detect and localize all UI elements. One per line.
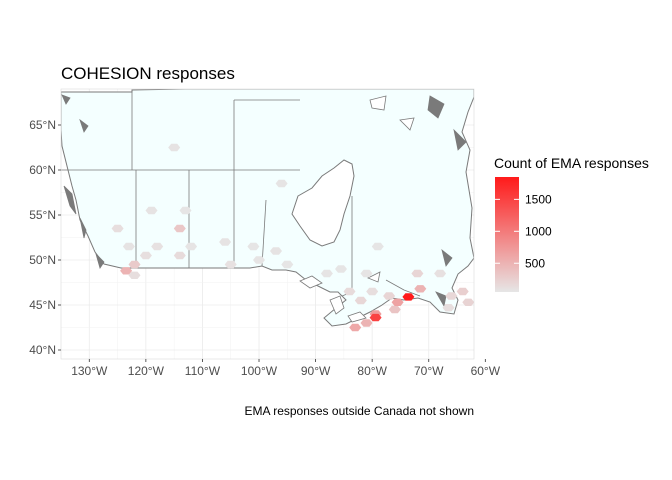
hex-cell	[151, 242, 164, 251]
legend-tick-label: 500	[525, 256, 545, 270]
legend-ticks: 1500 1000 500	[495, 192, 552, 270]
hex-cell	[139, 251, 152, 260]
chart-caption: EMA responses outside Canada not shown	[245, 404, 474, 418]
x-tick-label: 80°W	[357, 364, 387, 378]
hex-cell	[434, 269, 447, 278]
hex-cell	[145, 206, 158, 215]
hex-cell	[128, 271, 141, 279]
hex-cell	[388, 305, 401, 314]
hex-cell	[224, 260, 237, 269]
x-tick-label: 130°W	[71, 364, 108, 378]
y-tick-label: 50°N	[29, 253, 56, 267]
hex-cell	[354, 296, 367, 305]
hex-cell	[275, 179, 288, 188]
legend-colorbar	[495, 177, 519, 292]
hex-cell	[185, 242, 198, 251]
x-tick-label: 110°W	[185, 364, 221, 378]
great-lakes	[299, 275, 367, 323]
panel-border	[60, 88, 475, 360]
hex-cell	[173, 251, 186, 260]
x-tick-label: 120°W	[128, 364, 165, 378]
hex-cell	[442, 304, 455, 312]
hex-cell	[281, 260, 294, 269]
x-axis: 130°W 120°W 110°W 100°W 90°W 80°W 70°W 60°W	[71, 359, 501, 378]
provincial-borders	[61, 92, 421, 297]
hex-cell	[456, 287, 469, 296]
x-tick-label: 90°W	[301, 364, 331, 378]
hex-cell	[179, 206, 192, 215]
hex-cell	[253, 256, 265, 264]
hex-cell	[270, 247, 282, 255]
coastline-detail	[61, 94, 467, 308]
hex-cell	[371, 242, 384, 251]
x-tick-label: 100°W	[241, 364, 278, 378]
response-cells	[111, 143, 489, 332]
x-tick-label: 70°W	[414, 364, 444, 378]
hex-cell	[335, 265, 347, 273]
hex-cell	[391, 298, 404, 306]
hex-cell	[128, 260, 141, 269]
x-tick-label: 60°W	[471, 364, 501, 378]
map-panel	[60, 88, 489, 360]
hex-cell	[349, 323, 362, 332]
hex-cell	[360, 269, 373, 278]
hex-cell	[383, 292, 396, 300]
legend: Count of EMA responses 1500 1000 500	[494, 155, 649, 292]
y-tick-label: 65°N	[29, 118, 56, 132]
hex-cell	[445, 292, 458, 300]
hex-cell	[402, 293, 415, 301]
legend-tick-label: 1500	[525, 192, 552, 206]
hex-cell	[320, 269, 333, 278]
hex-cell	[219, 238, 232, 246]
y-tick-label: 45°N	[29, 298, 56, 312]
hex-cell	[247, 242, 260, 251]
hex-cell	[343, 287, 356, 296]
hex-cell	[462, 298, 474, 306]
hex-cell	[369, 313, 382, 322]
legend-title: Count of EMA responses	[494, 155, 649, 171]
hex-cell	[411, 269, 424, 278]
y-tick-label: 55°N	[29, 208, 56, 222]
hex-cell	[360, 319, 373, 327]
hex-cell	[173, 224, 186, 233]
y-tick-label: 40°N	[29, 343, 56, 357]
hex-cell	[122, 242, 135, 251]
chart-title: COHESION responses	[61, 64, 235, 83]
hex-cell	[168, 143, 181, 152]
hex-cell	[414, 285, 427, 293]
hudson-bay	[291, 159, 355, 247]
y-tick-label: 60°N	[29, 163, 56, 177]
hex-cell	[477, 288, 489, 295]
hex-cell	[120, 267, 133, 275]
hex-cell	[366, 287, 379, 296]
legend-tick-label: 1000	[525, 224, 552, 238]
hex-cell	[111, 224, 124, 233]
y-axis: 40°N 45°N 50°N 55°N 60°N 65°N	[29, 118, 61, 357]
